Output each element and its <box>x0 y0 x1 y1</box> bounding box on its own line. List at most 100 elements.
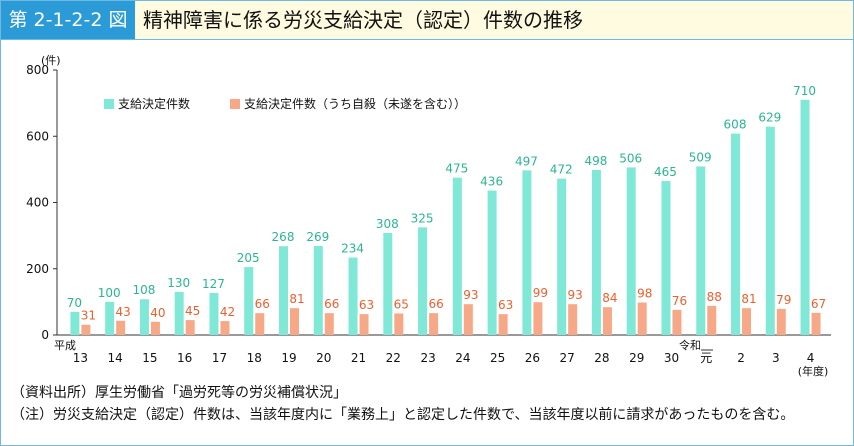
bar-suicide <box>81 324 91 335</box>
bar-total <box>348 257 358 335</box>
value-label-total: 608 <box>724 118 747 132</box>
bar-suicide <box>498 314 508 335</box>
value-label-suicide: 31 <box>81 309 96 323</box>
x-tick-label: 14 <box>108 351 123 365</box>
bar-total <box>279 246 289 335</box>
value-label-suicide: 76 <box>672 294 687 308</box>
bar-suicide <box>150 321 160 335</box>
value-label-suicide: 63 <box>498 298 513 312</box>
x-tick-label: 15 <box>142 351 157 365</box>
footnote: （注）労災支給決定（認定）件数は、当該年度内に「業務上」と認定した件数で、当該年… <box>11 407 795 423</box>
bar-total <box>313 245 323 335</box>
y-tick-label: 400 <box>26 196 49 210</box>
value-label-suicide: 67 <box>811 297 826 311</box>
x-tick-label: 28 <box>594 351 609 365</box>
y-axis-unit: (件) <box>41 54 61 67</box>
value-label-total: 436 <box>480 175 503 189</box>
value-label-suicide: 98 <box>637 287 652 301</box>
value-label-total: 465 <box>654 165 677 179</box>
bar-suicide <box>637 302 647 335</box>
value-label-total: 509 <box>689 150 712 164</box>
y-tick-label: 600 <box>26 129 49 143</box>
bar-total <box>591 170 601 335</box>
x-tick-label: 25 <box>490 351 505 365</box>
value-label-suicide: 66 <box>255 297 270 311</box>
value-label-suicide: 66 <box>324 297 339 311</box>
bar-suicide <box>533 302 543 335</box>
bar-total <box>418 227 428 335</box>
x-tick-label: 21 <box>351 351 366 365</box>
value-label-total: 130 <box>167 276 190 290</box>
bar-total <box>487 190 497 335</box>
bar-chart: (件) (年度) 平成 令和 支給決定件数 支給決定件数（うち自殺（未遂を含む）… <box>26 54 831 378</box>
bar-total <box>661 180 671 335</box>
value-label-total: 127 <box>202 277 225 291</box>
y-tick-label: 800 <box>26 63 49 77</box>
x-tick-label: 2 <box>737 351 745 365</box>
x-tick-label: 4 <box>807 351 815 365</box>
value-label-suicide: 45 <box>185 304 200 318</box>
bar-total <box>522 170 532 335</box>
x-tick-label: 18 <box>247 351 262 365</box>
value-label-total: 269 <box>306 230 329 244</box>
bar-suicide <box>116 320 126 335</box>
legend-swatch-total <box>104 99 114 109</box>
legend-label-suicide: 支給決定件数（うち自殺（未遂を含む）） <box>244 96 466 111</box>
value-label-suicide: 43 <box>116 305 131 319</box>
bar-total <box>383 232 393 335</box>
x-tick-label: 23 <box>420 351 435 365</box>
figure-notes: （資料出所）厚生労働省「過労死等の労災補償状況」 （注）労災支給決定（認定）件数… <box>11 382 847 426</box>
value-label-suicide: 88 <box>707 290 722 304</box>
value-label-total: 506 <box>619 151 642 165</box>
value-label-total: 472 <box>550 163 573 177</box>
value-label-suicide: 81 <box>289 292 304 306</box>
bar-suicide <box>324 313 334 335</box>
bar-suicide <box>742 308 752 335</box>
bar-suicide <box>255 313 265 335</box>
legend-label-total: 支給決定件数 <box>118 96 190 111</box>
value-label-suicide: 93 <box>463 288 478 302</box>
bar-total <box>626 167 636 335</box>
bar-suicide <box>568 304 578 335</box>
value-label-suicide: 81 <box>741 292 756 306</box>
x-tick-label: 22 <box>386 351 401 365</box>
value-label-total: 497 <box>515 154 538 168</box>
bar-total <box>105 301 115 335</box>
bar-total <box>209 292 219 335</box>
x-tick-label: 13 <box>73 351 88 365</box>
value-label-suicide: 63 <box>359 298 374 312</box>
y-ticks: 0 200 400 600 800 <box>26 63 57 342</box>
bar-total <box>139 299 149 335</box>
bar-total <box>765 126 775 335</box>
era-label-reiwa: 令和 <box>679 338 701 352</box>
x-tick-label: 26 <box>525 351 540 365</box>
value-label-total: 70 <box>67 296 82 310</box>
x-tick-label: 24 <box>455 351 470 365</box>
bar-suicide <box>811 312 821 335</box>
y-tick-label: 0 <box>41 328 49 342</box>
value-label-total: 710 <box>793 84 816 98</box>
bar-suicide <box>776 308 786 335</box>
figure-title: 精神障害に係る労災支給決定（認定）件数の推移 <box>143 8 583 32</box>
x-tick-labels: 13 14 15 16 17 18 19 20 21 22 23 24 25 26 27 28 29 30 元 2 3 4 <box>73 351 815 365</box>
bar-total <box>800 99 810 335</box>
x-tick-label: 20 <box>316 351 331 365</box>
bar-suicide <box>429 313 439 335</box>
value-label-suicide: 93 <box>568 288 583 302</box>
era-label-heisei: 平成 <box>54 339 76 352</box>
bar-total <box>557 178 567 335</box>
value-label-suicide: 99 <box>533 286 548 300</box>
y-tick-label: 200 <box>26 262 49 276</box>
value-label-suicide: 65 <box>394 297 409 311</box>
value-label-suicide: 84 <box>602 291 617 305</box>
value-label-total: 308 <box>376 217 399 231</box>
bar-total <box>731 133 741 335</box>
bar-suicide <box>220 321 230 335</box>
value-labels: 70 100 108 130 127 205 268 269 234 308 325 475 436 49… <box>67 84 826 323</box>
x-tick-label: 30 <box>664 351 679 365</box>
value-label-total: 498 <box>584 154 607 168</box>
x-tick-label: 27 <box>560 351 575 365</box>
bar-suicide <box>672 309 682 335</box>
value-label-total: 205 <box>237 251 260 265</box>
